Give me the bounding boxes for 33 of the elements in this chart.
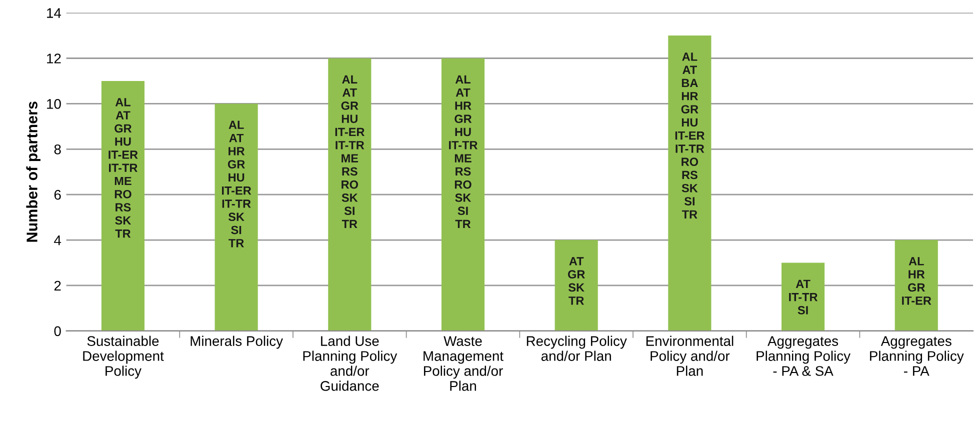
y-tick-label: 14 xyxy=(47,8,62,18)
bar xyxy=(101,80,145,331)
data-label: AT GR SK TR xyxy=(568,257,585,305)
bar xyxy=(668,36,712,331)
text: AL AT HR GR HU IT-ER IT-TR SK SI TR xyxy=(222,120,252,248)
data-label: AL HR GR IT-ER xyxy=(902,257,932,305)
x-tick-label: Environmental Policy and/or Plan xyxy=(646,336,734,376)
x-tick-label: Waste Management Policy and/or Plan xyxy=(424,336,504,391)
bar xyxy=(441,58,485,331)
y-tick-label: 12 xyxy=(47,54,61,64)
x-tick-label: Aggregates Planning Policy - PA xyxy=(870,336,964,376)
text: AL AT BA HR GR HU IT-ER IT-TR RO RS SK SI TR xyxy=(675,52,705,218)
text: AL AT GR HU IT-ER IT-TR ME RS RO SK SI TR xyxy=(335,75,365,228)
y-tick-label: 6 xyxy=(54,190,61,200)
x-tick-label: Recycling Policy and/or Plan xyxy=(526,336,627,361)
text: AL AT HR GR HU IT-TR ME RS RO SK SI TR xyxy=(449,75,478,228)
x-tick-label: Land Use Planning Policy and/or Guidance xyxy=(303,336,398,391)
bar xyxy=(554,240,598,331)
bar xyxy=(328,58,372,331)
data-label: AT IT-TR SI xyxy=(789,280,818,314)
y-tick-label: 2 xyxy=(54,280,61,291)
y-tick-label: 8 xyxy=(54,144,61,154)
bar xyxy=(214,104,258,331)
y-tick-label: 10 xyxy=(47,99,61,109)
bar xyxy=(782,262,825,331)
y-axis-title: Number of partners xyxy=(26,102,40,242)
text: AL AT GR HU IT-ER IT-TR ME RO RS SK TR xyxy=(108,98,138,238)
y-tick-label: 4 xyxy=(54,236,62,246)
x-tick-label: Sustainable Development Policy xyxy=(83,336,164,379)
bar xyxy=(894,240,938,331)
y-tick-label: 0 xyxy=(54,326,61,336)
x-tick-label: Minerals Policy xyxy=(190,336,283,349)
x-tick-label: Aggregates Planning Policy - PA & SA xyxy=(756,336,850,376)
